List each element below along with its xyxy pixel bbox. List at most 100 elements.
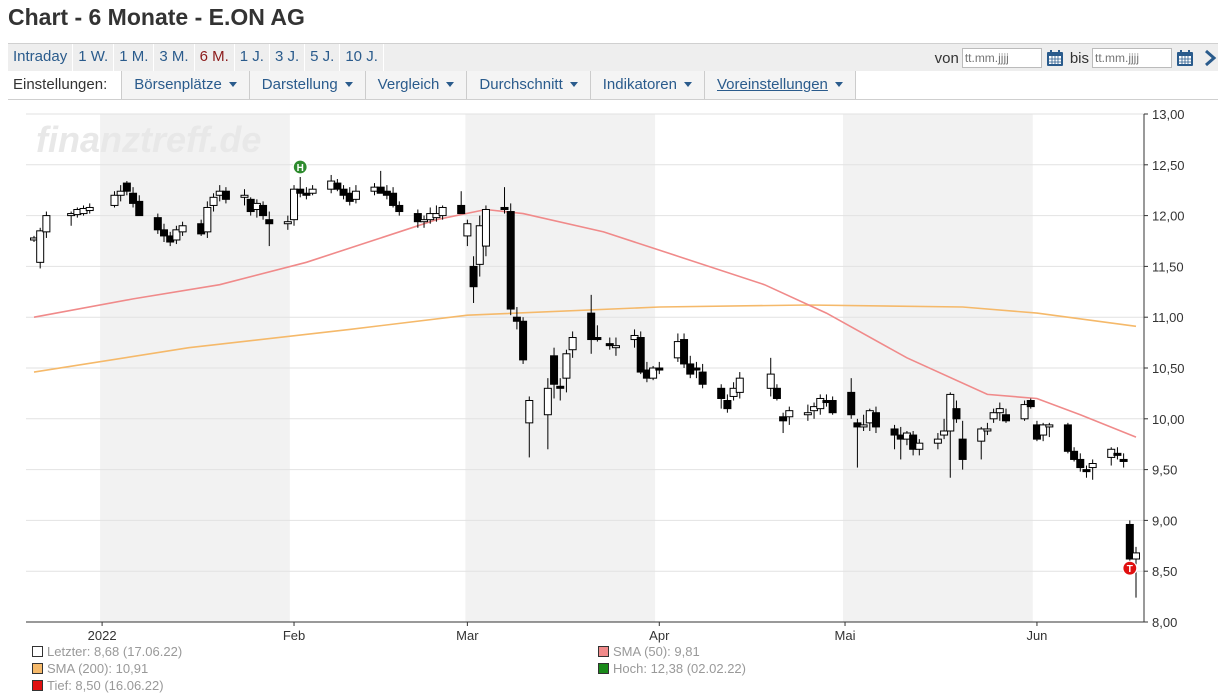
from-label: von [934,49,959,67]
calendar-icon[interactable] [1046,49,1064,67]
from-date-input[interactable] [961,48,1042,68]
tab-1j[interactable]: 1 J. [235,44,270,72]
candle [110,191,119,208]
candle-body-down [1119,458,1128,462]
candle-body-down [550,355,559,385]
candle [933,433,942,450]
tab-5j[interactable]: 5 J. [305,44,341,72]
tab-3j[interactable]: 3 J. [270,44,306,72]
candle [692,361,701,379]
candle-body-up [438,206,447,217]
menu-label: Vergleich [377,76,440,93]
y-tick-label: 8,50 [1152,564,1177,579]
candle [463,219,472,247]
candle-body-up [209,196,218,206]
candle [1063,422,1072,454]
to-date-input[interactable] [1092,48,1172,68]
tab-10j[interactable]: 10 J. [340,44,384,72]
low-marker: T [1122,560,1138,576]
caret-down-icon [228,82,237,87]
candle [1001,408,1010,423]
candle [977,426,986,460]
candle [958,420,967,470]
candle-body-down [1063,424,1072,452]
candle [481,205,490,257]
candle-body-up [1020,404,1029,420]
candle [1020,400,1029,421]
candle [859,414,868,431]
candle-body-down [1001,414,1010,422]
tab-1m[interactable]: 1 M. [114,44,155,72]
candle-body-down [1070,450,1079,460]
x-tick-label: Mai [835,628,856,643]
candle [816,394,825,415]
candle [153,213,162,234]
menu-voreinstellungen[interactable]: Voreinstellungen [704,71,856,99]
x-tick-label: Mar [456,628,479,643]
candle-body-down [828,400,837,414]
candle [290,185,299,226]
candle [302,187,311,200]
candle [42,211,51,238]
candle [940,418,949,440]
candle-body-up [568,337,577,351]
tab-6m[interactable]: 6 M. [195,44,235,72]
candle-body-down [952,408,961,420]
candle-body-down [779,416,788,422]
candle [413,209,422,228]
candle-body-up [543,387,552,416]
candle [135,195,144,217]
candle [500,187,509,214]
calendar-icon[interactable] [1176,49,1194,67]
candle [655,361,664,375]
candle [680,333,689,368]
candle-body-up [481,209,490,247]
candle [871,406,880,434]
candle-body-up [1132,552,1140,560]
candle-body-down [1026,400,1035,408]
y-tick-label: 12,50 [1152,158,1185,173]
menu-durchschnitt[interactable]: Durchschnitt [467,71,591,99]
menu-indikatoren[interactable]: Indikatoren [590,71,705,99]
candle [1113,447,1122,460]
candle-body-down [221,190,230,200]
candle [568,331,577,358]
candle-body-down [265,219,274,225]
to-label: bis [1069,49,1089,67]
tab-1w[interactable]: 1 W. [73,44,115,72]
candle-body-up [989,412,998,420]
y-tick-label: 11,50 [1152,259,1184,274]
chevron-right-icon[interactable] [1202,49,1218,67]
legend-sma50-label: SMA (50): 9,81 [613,644,700,659]
y-tick-label: 10,00 [1152,412,1185,427]
candle [636,331,645,375]
candle-body-up [1088,463,1097,469]
marker-label: T [1127,564,1133,575]
candle-body-up [611,345,620,349]
candle-body-down [723,400,732,410]
candle-body-down [395,204,404,213]
tab-intraday[interactable]: Intraday [8,44,74,72]
range-tabs: Intraday 1 W. 1 M. 3 M. 6 M. 1 J. 3 J. 5… [8,44,384,72]
candle [593,325,602,342]
x-tick-label: Feb [283,628,305,643]
menu-vergleich[interactable]: Vergleich [365,71,468,99]
candle-body-down [587,312,596,341]
candle-body-down [556,385,565,389]
candle-body-down [847,391,856,416]
candle-body-up [36,230,45,263]
candle-body-up [766,373,775,389]
candle [308,185,317,196]
menu-darstellung[interactable]: Darstellung [249,71,366,99]
candle [395,201,404,216]
candle [283,215,292,230]
candle-body-up [203,206,212,233]
menu-boersenplaetze[interactable]: Börsenplätze [122,71,250,99]
candle-body-up [803,412,812,416]
tab-3m[interactable]: 3 M. [154,44,195,72]
candle-body-down [717,387,726,399]
candle [556,378,565,401]
candle [469,256,478,303]
y-tick-label: 9,00 [1152,513,1177,528]
candle [550,347,559,399]
